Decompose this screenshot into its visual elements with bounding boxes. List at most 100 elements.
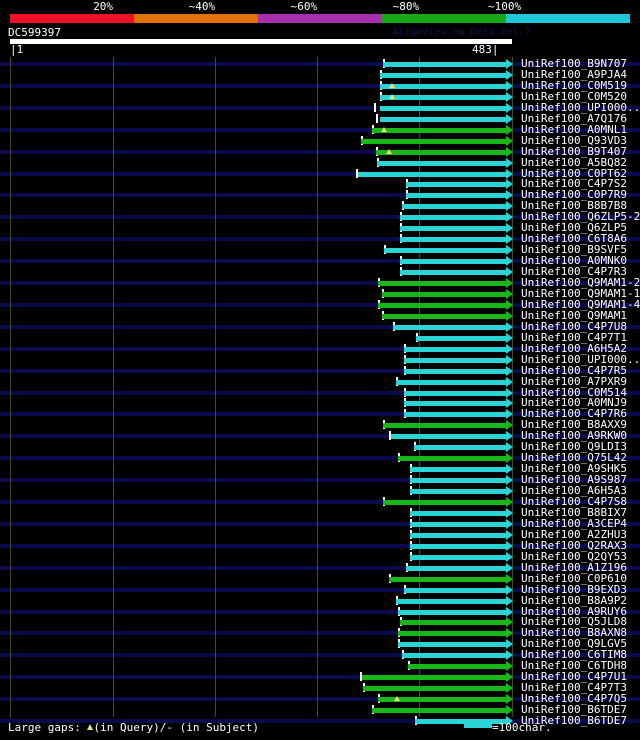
- hit-alignment-bar[interactable]: [378, 302, 507, 308]
- alignment-hit-row[interactable]: UniRef100_C4P7T1: [0, 331, 640, 344]
- alignment-hit-row[interactable]: UniRef100_C6T8A6: [0, 232, 640, 246]
- alignment-hit-row[interactable]: UniRef100_B6TDE7: [0, 715, 640, 727]
- hit-alignment-bar[interactable]: [380, 105, 507, 111]
- hit-label[interactable]: UniRef100_C4P7T3: [521, 681, 627, 695]
- hit-label[interactable]: UniRef100_C6T8A6: [521, 232, 627, 246]
- alignment-hit-row[interactable]: UniRef100_A0MNK0: [0, 255, 640, 267]
- hit-alignment-bar[interactable]: [400, 226, 507, 232]
- alignment-hit-row[interactable]: UniRef100_Q2QY53: [0, 550, 640, 563]
- hit-alignment-bar[interactable]: [384, 248, 507, 254]
- hit-label[interactable]: UniRef100_B8BIX7: [521, 505, 627, 519]
- hit-label[interactable]: UniRef100_A7PXR9: [521, 374, 627, 388]
- hit-alignment-bar[interactable]: [410, 478, 507, 484]
- hit-label[interactable]: UniRef100_C0P7R9: [521, 188, 627, 202]
- alignment-hit-row[interactable]: UniRef100_Q93VD3: [0, 134, 640, 147]
- alignment-hit-row[interactable]: UniRef100_A3CEP4: [0, 516, 640, 530]
- hit-label[interactable]: UniRef100_C6TDH8: [521, 659, 627, 673]
- alignment-hit-row[interactable]: UniRef100_C4P7Q5: [0, 692, 640, 706]
- hit-alignment-bar[interactable]: [406, 193, 507, 199]
- hit-alignment-bar[interactable]: [404, 357, 507, 363]
- hit-alignment-bar[interactable]: [410, 543, 507, 549]
- hit-label[interactable]: UniRef100_A6H5A2: [521, 341, 627, 355]
- hit-alignment-bar[interactable]: [402, 204, 507, 210]
- hit-label[interactable]: UniRef100_Q2RAX3: [521, 538, 627, 552]
- alignment-hit-row[interactable]: UniRef100_C6TDH8: [0, 659, 640, 673]
- hit-label[interactable]: UniRef100_A9SHK5: [521, 462, 627, 476]
- hit-label[interactable]: UniRef100_C0PT62: [521, 166, 627, 180]
- hit-alignment-bar[interactable]: [406, 182, 507, 188]
- hit-alignment-bar[interactable]: [410, 467, 507, 473]
- hit-label[interactable]: UniRef100_C4P7U8: [521, 319, 627, 333]
- hit-alignment-bar[interactable]: [380, 94, 507, 100]
- alignment-hit-row[interactable]: UniRef100_A9PJA4: [0, 67, 640, 81]
- alignment-hit-row[interactable]: UniRef100_A9RKW0: [0, 430, 640, 442]
- hit-alignment-bar[interactable]: [400, 237, 507, 243]
- hit-label[interactable]: UniRef100_Q5JLD8: [521, 615, 627, 629]
- alignment-hit-row[interactable]: UniRef100_Q5JLD8: [0, 615, 640, 629]
- alignment-hit-row[interactable]: UniRef100_Q9MAM1-4: [0, 298, 640, 311]
- alignment-hit-row[interactable]: UniRef100_C0M514: [0, 385, 640, 399]
- hit-alignment-bar[interactable]: [404, 346, 507, 352]
- alignment-hit-row[interactable]: UniRef100_B9N707: [0, 58, 640, 70]
- hit-alignment-bar[interactable]: [382, 313, 507, 319]
- hit-label[interactable]: UniRef100_C4P7R6: [521, 407, 627, 421]
- alignment-hit-row[interactable]: UniRef100_C4P7U1: [0, 671, 640, 683]
- hit-alignment-bar[interactable]: [383, 423, 507, 429]
- hit-label[interactable]: UniRef100_Q9LDI3: [521, 440, 627, 454]
- hit-alignment-bar[interactable]: [400, 259, 507, 265]
- hit-alignment-bar[interactable]: [398, 642, 507, 648]
- hit-label[interactable]: UniRef100_B8AXN8: [521, 626, 627, 640]
- hit-label[interactable]: UniRef100_B9EXD3: [521, 582, 627, 596]
- hit-label[interactable]: UniRef100_C4P7S2: [521, 177, 627, 191]
- hit-alignment-bar[interactable]: [380, 116, 507, 122]
- hit-alignment-bar[interactable]: [378, 697, 507, 703]
- hit-label[interactable]: UniRef100_C4P7S8: [521, 495, 627, 508]
- hit-alignment-bar[interactable]: [404, 587, 507, 593]
- hit-label[interactable]: UniRef100_B9SVF5: [521, 243, 627, 257]
- hit-label[interactable]: UniRef100_A9RUY6: [521, 604, 627, 618]
- hit-label[interactable]: UniRef100_A9PJA4: [521, 67, 627, 81]
- hit-label[interactable]: UniRef100_C0M514: [521, 385, 627, 399]
- alignment-hit-row[interactable]: UniRef100_A1Z196: [0, 560, 640, 574]
- alignment-hit-row[interactable]: UniRef100_Q6ZLP5: [0, 222, 640, 234]
- hit-label[interactable]: UniRef100_A5BQ82: [521, 155, 627, 169]
- alignment-hit-row[interactable]: UniRef100_Q6ZLP5-2: [0, 211, 640, 223]
- hit-alignment-bar[interactable]: [404, 401, 507, 407]
- alignment-hit-row[interactable]: UniRef100_A9S987: [0, 474, 640, 486]
- hit-alignment-bar[interactable]: [410, 489, 507, 495]
- hit-alignment-bar[interactable]: [404, 368, 507, 374]
- hit-alignment-bar[interactable]: [402, 653, 507, 659]
- alignment-hit-row[interactable]: UniRef100_C0M519: [0, 79, 640, 92]
- hit-label[interactable]: UniRef100_A3CEP4: [521, 516, 627, 530]
- hit-alignment-bar[interactable]: [383, 62, 507, 67]
- alignment-hit-row[interactable]: UniRef100_B8B7B8: [0, 199, 640, 213]
- hit-label[interactable]: UniRef100_A0MNJ9: [521, 396, 627, 410]
- hit-alignment-bar[interactable]: [380, 83, 507, 89]
- alignment-hit-row[interactable]: UniRef100_UPI000..: [0, 353, 640, 366]
- hit-label[interactable]: UniRef100_B9T407: [521, 144, 627, 158]
- alignment-hit-row[interactable]: UniRef100_C4P7U8: [0, 319, 640, 333]
- alignment-hit-row[interactable]: UniRef100_Q75L42: [0, 452, 640, 464]
- alignment-hit-row[interactable]: UniRef100_C4P7R3: [0, 266, 640, 278]
- hit-label[interactable]: UniRef100_A7Q176: [521, 111, 627, 125]
- alignment-hit-row[interactable]: UniRef100_UPI000..: [0, 101, 640, 114]
- alignment-hit-row[interactable]: UniRef100_C4P7R5: [0, 364, 640, 377]
- alignment-hit-row[interactable]: UniRef100_A0MNL1: [0, 123, 640, 136]
- hit-alignment-bar[interactable]: [380, 72, 507, 78]
- alignment-hit-row[interactable]: UniRef100_B8A9P2: [0, 594, 640, 607]
- hit-label[interactable]: UniRef100_C4P7Q5: [521, 692, 627, 706]
- hit-label[interactable]: UniRef100_B8B7B8: [521, 199, 627, 213]
- alignment-hit-row[interactable]: UniRef100_Q9MAM1-2: [0, 277, 640, 289]
- alignment-hit-row[interactable]: UniRef100_A7PXR9: [0, 374, 640, 388]
- hit-alignment-bar[interactable]: [389, 576, 507, 582]
- hit-alignment-bar[interactable]: [363, 686, 507, 692]
- hit-alignment-bar[interactable]: [408, 664, 507, 670]
- hit-label[interactable]: UniRef100_C0M520: [521, 89, 627, 103]
- hit-alignment-bar[interactable]: [393, 324, 507, 330]
- hit-label[interactable]: UniRef100_C6TIM8: [521, 648, 627, 662]
- alignment-hit-row[interactable]: UniRef100_A9SHK5: [0, 462, 640, 476]
- hit-label[interactable]: UniRef100_Q9MAM1: [521, 308, 627, 322]
- hit-label[interactable]: UniRef100_A1Z196: [521, 560, 627, 574]
- hit-label[interactable]: UniRef100_A2ZHU3: [521, 527, 627, 541]
- hit-alignment-bar[interactable]: [400, 620, 507, 626]
